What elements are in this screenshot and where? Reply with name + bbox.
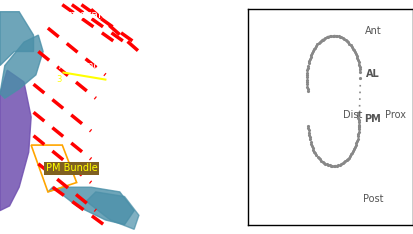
Polygon shape: [86, 192, 139, 229]
Text: AL Bundle: AL Bundle: [59, 61, 108, 70]
Text: PM Bundle: PM Bundle: [45, 164, 97, 173]
Text: Prox: Prox: [385, 110, 406, 120]
Polygon shape: [0, 70, 31, 211]
Text: Post: Post: [363, 194, 384, 204]
Polygon shape: [0, 12, 33, 66]
Text: Ant: Ant: [365, 26, 382, 36]
Text: 3: 3: [56, 75, 62, 84]
Text: Dist: Dist: [343, 110, 362, 120]
Text: AL: AL: [366, 69, 380, 79]
Polygon shape: [0, 35, 43, 98]
Text: PM: PM: [364, 114, 381, 124]
Polygon shape: [48, 187, 134, 225]
Text: PCL Femoral Insertion @ 90° flexion: PCL Femoral Insertion @ 90° flexion: [32, 9, 232, 19]
